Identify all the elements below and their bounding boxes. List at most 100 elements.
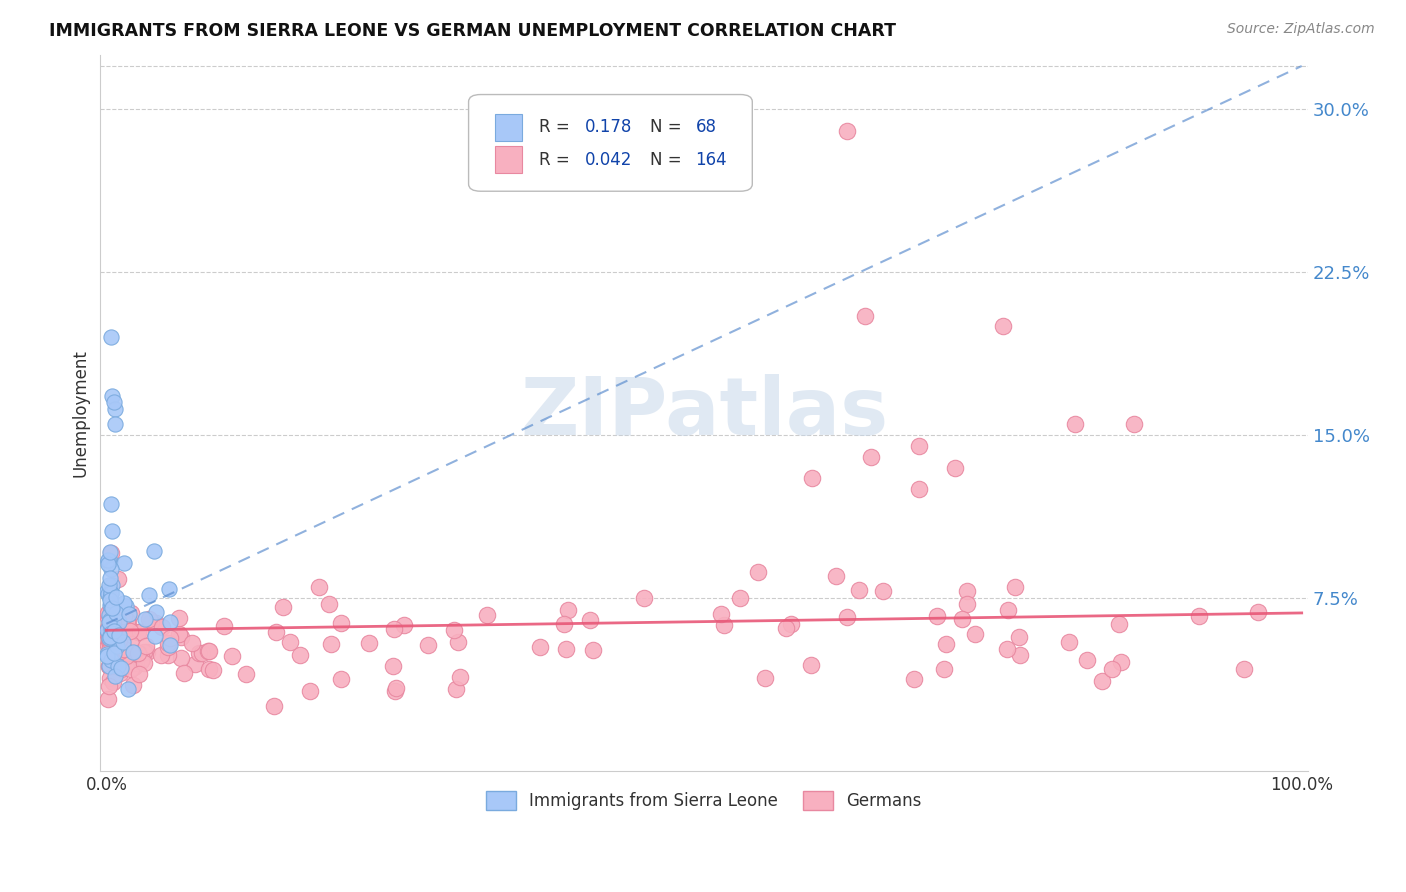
Point [103,622,125,636]
Point [101,577,124,591]
Point [112,642,135,657]
Point [138,612,160,626]
Point [956,597,979,611]
Point [122,659,145,673]
Point [96,621,118,635]
Point [903,673,925,687]
Point [103,624,125,638]
Point [357,636,380,650]
Point [100,632,122,647]
Point [112,634,135,648]
Point [710,607,733,621]
Point [1063,417,1085,431]
Point [1004,580,1026,594]
Point [475,608,498,623]
Point [104,647,127,661]
Text: R =: R = [538,151,575,169]
Point [157,582,180,596]
Point [107,572,129,586]
Point [98,545,121,559]
Legend: Immigrants from Sierra Leone, Germans: Immigrants from Sierra Leone, Germans [479,784,928,817]
Point [943,460,966,475]
Point [582,642,605,657]
Point [104,417,127,431]
Point [181,636,204,650]
Point [127,625,149,640]
Point [197,662,219,676]
Text: R =: R = [538,119,575,136]
Point [159,638,181,652]
Point [97,587,120,601]
FancyBboxPatch shape [495,146,522,173]
Point [963,627,986,641]
Point [1091,673,1114,688]
Point [950,612,973,626]
Point [100,562,122,576]
Point [98,598,121,612]
Point [100,586,122,600]
Point [107,658,129,673]
Point [384,681,406,696]
Point [122,646,145,660]
Point [927,609,949,624]
Point [418,638,440,652]
Point [101,615,124,629]
Point [956,584,979,599]
Point [173,665,195,680]
Point [104,627,127,641]
Point [197,644,219,658]
Point [98,659,121,673]
Point [170,630,193,644]
Point [136,645,159,659]
Point [132,656,155,670]
Point [997,603,1019,617]
Point [118,607,141,622]
Point [908,439,931,453]
Point [129,654,152,668]
Point [138,588,160,602]
Point [1247,606,1270,620]
Point [143,629,166,643]
Point [143,544,166,558]
Point [108,628,131,642]
Point [120,606,142,620]
Point [728,591,751,605]
Point [263,699,285,714]
Point [101,674,124,689]
Point [131,652,153,666]
Point [100,627,122,641]
Point [157,648,180,662]
Point [120,637,142,651]
FancyBboxPatch shape [468,95,752,191]
Point [96,583,118,598]
Point [97,608,120,623]
Point [392,618,415,632]
Point [150,620,173,634]
FancyBboxPatch shape [495,114,522,141]
Point [157,640,180,655]
Point [235,666,257,681]
Point [1076,653,1098,667]
Point [381,658,404,673]
Point [105,635,128,649]
Point [1108,616,1130,631]
Point [578,613,600,627]
Point [96,638,118,652]
Point [100,653,122,667]
Point [100,625,122,640]
Point [188,646,211,660]
Point [159,615,181,630]
Point [1233,662,1256,676]
Point [114,599,136,614]
Point [212,619,235,633]
Point [114,615,136,629]
Point [101,640,124,655]
Point [529,640,551,654]
Point [446,634,468,648]
Point [308,580,330,594]
Point [908,482,931,496]
Point [103,646,125,660]
Point [98,613,121,627]
Point [860,450,883,464]
Point [775,621,797,635]
